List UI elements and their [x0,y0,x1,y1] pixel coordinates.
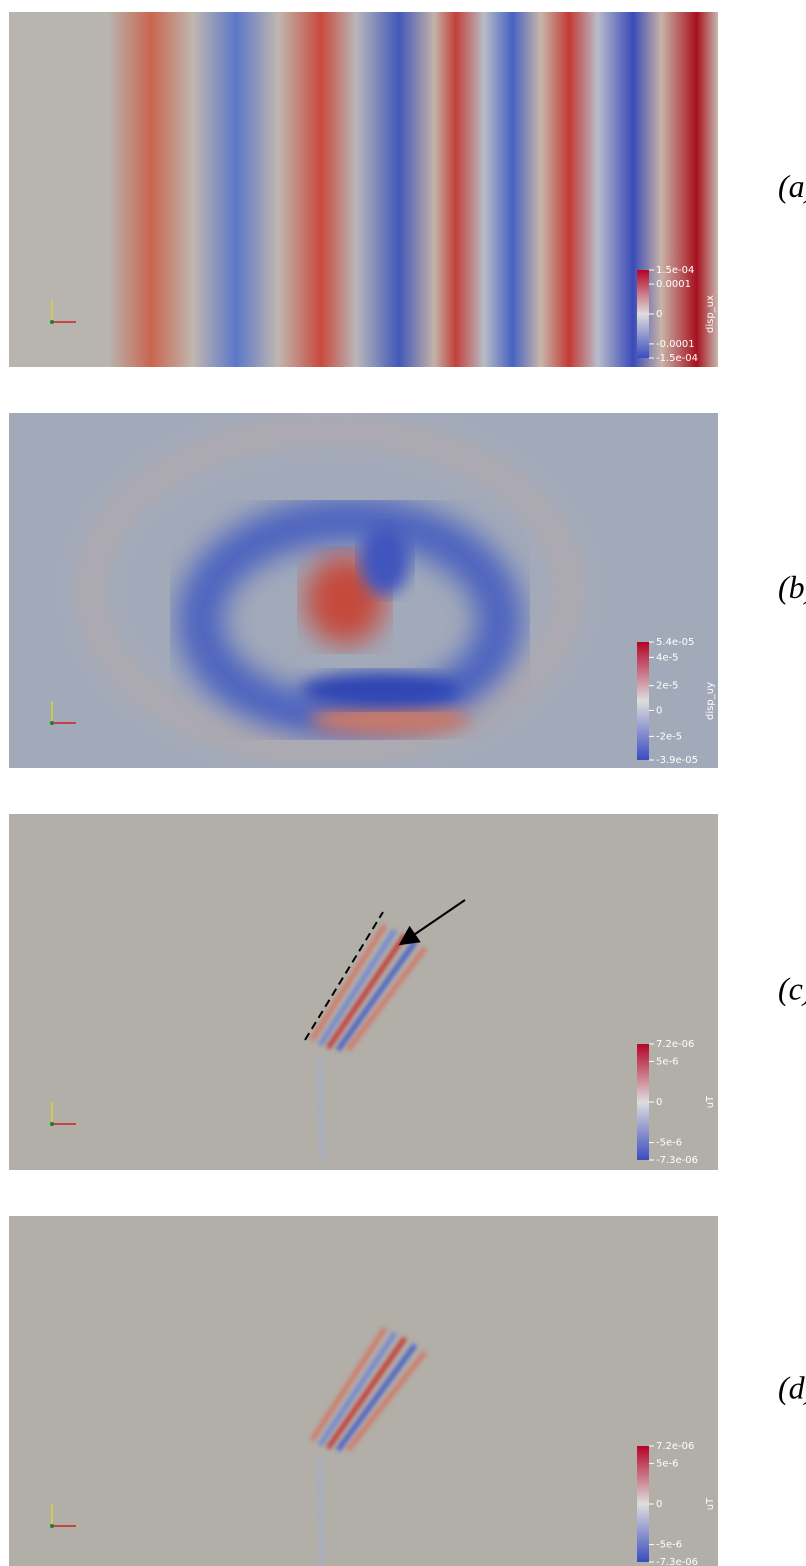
colorbar-tick-label: 4e-5 [656,652,679,663]
colorbar-tick-label: 2e-5 [656,681,679,692]
colorbar-tick-label: 5.4e-05 [656,637,694,648]
colorbar-title: disp_ux [705,295,716,333]
colorbar-tick-label: -0.0001 [656,339,695,350]
axis-origin-icon [50,320,54,324]
colorbar [637,642,649,760]
colorbar-tick-label: 0 [656,1097,662,1108]
field-d [9,1216,718,1566]
colorbar-tick-label: 5e-6 [656,1458,679,1469]
field-a [9,12,718,367]
field-b [9,413,718,768]
panel-label: (c) [778,970,806,1006]
colorbar-tick-label: -2e-5 [656,731,682,742]
colorbar-tick-label: 0 [656,705,662,716]
panel-label: (a) [778,168,806,204]
colorbar-tick-label: 0 [656,1499,662,1510]
colorbar-tick-label: 0.0001 [656,279,691,290]
colorbar-title: uT [705,1497,716,1510]
colorbar-tick-label: 7.2e-06 [656,1039,694,1050]
colorbar-tick-label: 0 [656,309,662,320]
colorbar-tick-label: -1.5e-04 [656,353,698,364]
colorbar [637,1446,649,1562]
axis-origin-icon [50,721,54,725]
colorbar-tick-label: -7.3e-06 [656,1557,698,1566]
panel-label: (b) [778,569,806,605]
colorbar-tick-label: 7.2e-06 [656,1441,694,1452]
colorbar-title: uT [705,1095,716,1108]
field-c [9,814,718,1170]
axis-origin-icon [50,1122,54,1126]
colorbar-tick-label: -7.3e-06 [656,1155,698,1166]
colorbar-title: disp_uy [705,682,716,720]
colorbar-tick-label: 1.5e-04 [656,265,694,276]
colorbar-tick-label: 5e-6 [656,1056,679,1067]
axis-origin-icon [50,1524,54,1528]
panel-label: (d) [778,1369,806,1405]
colorbar-tick-label: -5e-6 [656,1540,682,1551]
colorbar-tick-label: -3.9e-05 [656,755,698,766]
colorbar-tick-label: -5e-6 [656,1138,682,1149]
colorbar [637,270,649,358]
colorbar [637,1044,649,1160]
